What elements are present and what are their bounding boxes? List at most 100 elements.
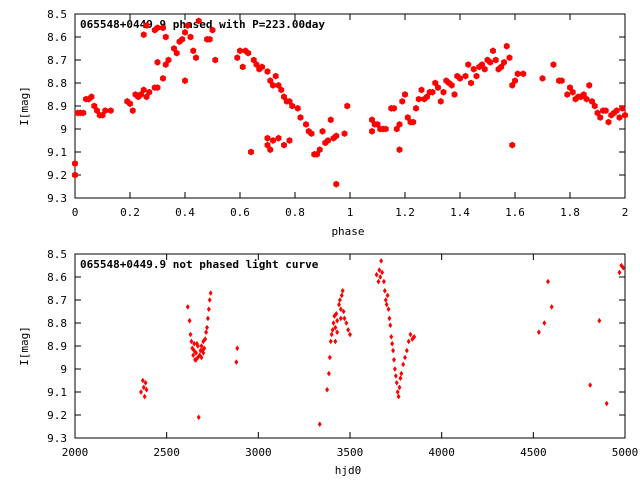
unphased-y-tick-label: 8.8 xyxy=(47,317,67,330)
phased-data-point xyxy=(286,98,293,105)
phased-data-point xyxy=(457,75,463,82)
unphased-data-point xyxy=(406,338,411,345)
phased-data-point xyxy=(316,146,323,154)
phased-data-point xyxy=(91,102,98,110)
phased-x-tick-label: 2 xyxy=(622,206,629,219)
phased-data-point xyxy=(512,77,518,85)
unphased-data-point xyxy=(339,292,344,299)
unphased-data-point xyxy=(337,301,341,308)
phased-data-point xyxy=(325,137,331,144)
phased-data-point xyxy=(275,81,282,89)
phased-data-point xyxy=(129,107,136,114)
unphased-data-point xyxy=(143,380,148,386)
phased-data-point xyxy=(303,121,309,128)
phased-data-point xyxy=(94,107,100,114)
unphased-data-point xyxy=(392,357,396,363)
unphased-data-point xyxy=(536,329,541,335)
phased-data-point xyxy=(234,54,241,62)
phased-data-point xyxy=(154,84,161,91)
unphased-data-point xyxy=(340,288,345,294)
phased-data-point xyxy=(506,54,513,62)
phased-data-point xyxy=(140,31,147,39)
unphased-data-point xyxy=(604,400,609,407)
phased-data-point xyxy=(99,111,106,119)
unphased-data-point xyxy=(546,278,550,285)
phased-data-point xyxy=(275,134,282,142)
unphased-data-point xyxy=(344,320,349,326)
unphased-data-point xyxy=(325,386,330,393)
unphased-data-point xyxy=(332,313,337,319)
phased-data-point xyxy=(270,137,276,144)
phased-data-point xyxy=(415,95,422,103)
unphased-data-point xyxy=(393,373,398,379)
phased-y-tick-label: 8.9 xyxy=(47,100,67,113)
unphased-data-point xyxy=(194,350,198,356)
unphased-data-point xyxy=(378,274,383,280)
unphased-x-axis-label: hjd0 xyxy=(335,464,362,477)
unphased-data-point xyxy=(395,389,400,395)
phased-data-point xyxy=(319,127,326,135)
phased-data-point xyxy=(179,35,186,43)
unphased-data-point xyxy=(326,370,331,377)
unphased-data-point xyxy=(385,292,390,299)
phased-data-point xyxy=(173,49,180,57)
phased-data-point xyxy=(413,104,419,112)
phased-data-point xyxy=(184,22,191,29)
phased-x-tick-label: 1 xyxy=(347,206,354,219)
phased-data-point xyxy=(410,118,417,126)
unphased-axis-ticks: 2000 2500 3000 3500 4000 4500 5000 8.5 8.6 8.7 8.8… xyxy=(47,248,638,459)
phased-data-point xyxy=(187,33,194,41)
unphased-data-point xyxy=(397,384,402,391)
phased-data-point xyxy=(550,61,557,68)
phased-data-point xyxy=(195,17,202,25)
unphased-x-tick-label: 4000 xyxy=(428,446,455,459)
phased-data-point xyxy=(327,116,334,124)
phased-data-point xyxy=(509,141,516,149)
unphased-data-point xyxy=(140,377,145,384)
unphased-data-point xyxy=(621,265,626,271)
phased-data-point xyxy=(272,72,279,80)
phased-data-point xyxy=(435,84,441,91)
phased-data-point xyxy=(245,49,252,57)
phased-data-point xyxy=(424,93,430,101)
unphased-data-point xyxy=(398,375,403,381)
unphased-data-point xyxy=(338,315,343,322)
unphased-data-point xyxy=(334,311,339,317)
phased-data-point xyxy=(399,98,406,105)
unphased-data-point xyxy=(408,331,413,338)
phased-data-point xyxy=(432,79,439,87)
unphased-data-point xyxy=(329,331,334,338)
phased-x-tick-label: 0.4 xyxy=(175,206,195,219)
phased-data-point xyxy=(107,107,114,114)
phased-data-point xyxy=(465,61,472,68)
phased-data-point xyxy=(509,81,516,89)
phased-data-point xyxy=(613,107,620,114)
unphased-data-point xyxy=(381,278,386,285)
phased-data-point xyxy=(591,102,598,110)
phased-x-tick-label: 0.6 xyxy=(230,206,250,219)
phased-data-point xyxy=(569,88,576,96)
phased-data-point xyxy=(237,47,243,55)
phased-data-point xyxy=(264,134,271,142)
phased-data-point xyxy=(297,114,304,121)
unphased-data-point xyxy=(392,366,397,372)
unphased-data-point xyxy=(404,347,409,354)
unphased-data-point xyxy=(390,340,395,347)
phased-data-point xyxy=(160,75,166,82)
unphased-data-point xyxy=(387,315,392,322)
unphased-y-tick-label: 8.7 xyxy=(47,294,67,307)
phased-data-point xyxy=(143,22,150,29)
phased-data-point xyxy=(481,65,488,73)
phased-data-point xyxy=(589,98,595,105)
unphased-y-tick-label: 9 xyxy=(60,363,67,376)
phased-data-point xyxy=(396,121,403,128)
phased-data-point xyxy=(193,54,199,62)
phased-data-point xyxy=(567,84,573,91)
phased-data-point xyxy=(171,45,177,52)
unphased-data-point xyxy=(377,267,382,273)
phased-data-point xyxy=(239,63,246,71)
phased-data-point xyxy=(503,42,510,50)
unphased-data-point xyxy=(199,354,204,361)
phased-data-point xyxy=(160,24,166,32)
phased-data-point xyxy=(278,86,285,94)
